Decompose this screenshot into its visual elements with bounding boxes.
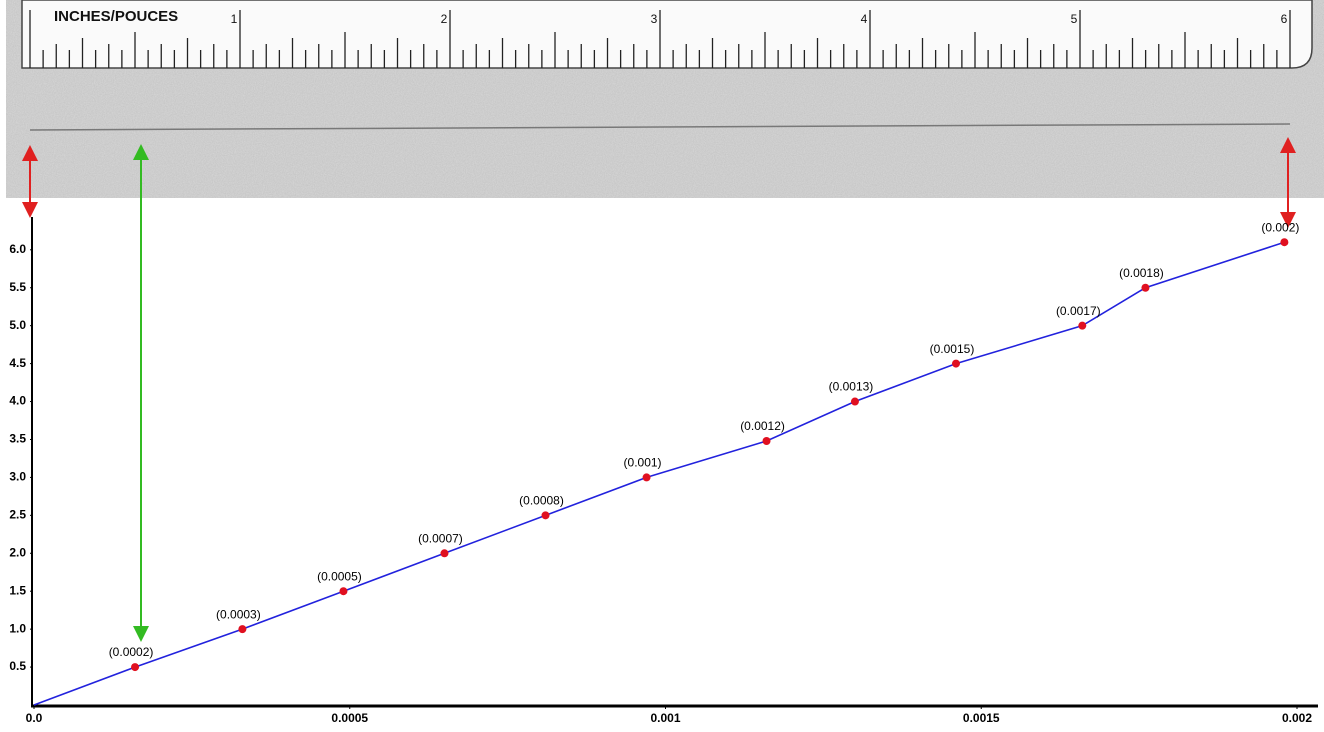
y-tick-label: 1.0 [9,621,26,635]
point-label: (0.0015) [930,342,975,356]
data-point [1280,238,1288,246]
data-point [1078,322,1086,330]
data-point [440,549,448,557]
point-label: (0.0017) [1056,304,1101,318]
y-tick-label: 3.0 [9,470,26,484]
data-point [131,663,139,671]
y-tick-label: 6.0 [9,242,26,256]
ruler-number: 4 [861,12,868,26]
point-label: (0.0002) [109,645,154,659]
point-label: (0.0012) [740,419,785,433]
point-label: (0.001) [624,456,662,470]
y-tick-label: 4.5 [9,356,26,370]
y-tick-label: 5.0 [9,318,26,332]
data-point [238,625,246,633]
point-label: (0.002) [1261,220,1299,234]
data-point [952,360,960,368]
y-tick-label: 2.0 [9,545,26,559]
trend-start [34,667,135,705]
data-line [135,242,1284,667]
point-label: (0.0013) [829,380,874,394]
point-label: (0.0003) [216,607,261,621]
ruler-number: 2 [441,12,448,26]
x-tick-label: 0.0015 [963,711,1000,725]
ruler-edge [22,0,1312,68]
x-tick-label: 0.002 [1282,711,1312,725]
ruler-number: 6 [1281,12,1288,26]
y-tick-label: 3.5 [9,432,26,446]
ruler-number: 1 [231,12,238,26]
ruler-number: 5 [1071,12,1078,26]
data-point [339,587,347,595]
point-label: (0.0008) [519,494,564,508]
ruler-number: 3 [651,12,658,26]
y-tick-label: 2.5 [9,508,26,522]
point-label: (0.0018) [1119,266,1164,280]
y-tick-label: 1.5 [9,583,26,597]
page: INCHES/POUCES 1 2 3 4 5 6 0.5 1.0 1.5 2.0 2.5 3.0 3… [0,0,1324,732]
data-point [1141,284,1149,292]
x-tick-label: 0.0 [26,711,43,725]
point-label: (0.0005) [317,569,362,583]
point-label: (0.0007) [418,531,463,545]
x-tick-label: 0.001 [650,711,680,725]
ruler-photo: INCHES/POUCES 1 2 3 4 5 6 [6,0,1324,198]
x-tick-label: 0.0005 [331,711,368,725]
data-point [643,473,651,481]
ruler-label: INCHES/POUCES [54,8,178,25]
y-tick-label: 4.0 [9,394,26,408]
y-tick-label: 5.5 [9,280,26,294]
y-tick-label: 0.5 [9,659,26,673]
data-point [763,437,771,445]
data-point [851,398,859,406]
data-point [542,511,550,519]
